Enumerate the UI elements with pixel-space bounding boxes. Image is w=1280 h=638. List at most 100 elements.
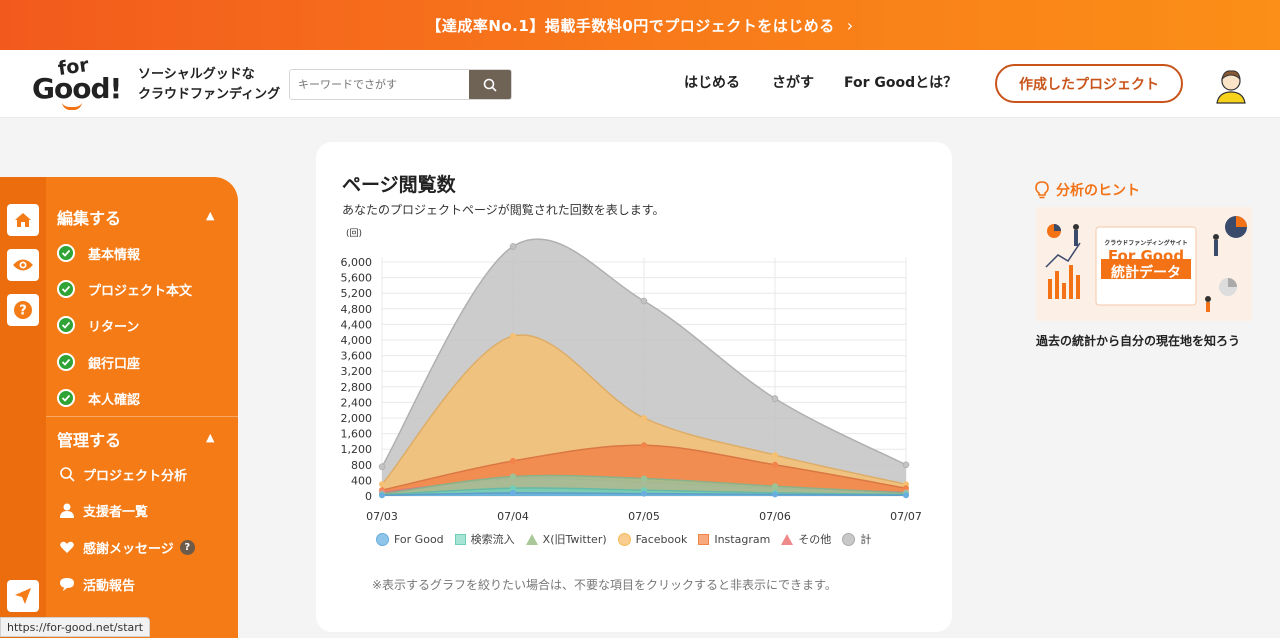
chart-note: ※表示するグラフを絞りたい場合は、不要な項目をクリックすると非表示にできます。 [372,578,837,592]
y-tick-label: 4,000 [341,334,373,347]
check-icon [57,389,75,407]
legend-item-other[interactable]: その他 [781,531,831,547]
point-4-3 [772,483,778,490]
y-tick-label: 1,200 [341,443,373,456]
chart-svg: 0 400 800 1,200 1,600 2,000 2,400 2,800 3,200 3,6… [341,228,922,523]
card-subtitle: あなたのプロジェクトページが閲覧された回数を表します。 [342,203,665,217]
sidebar-item-returns[interactable]: リターン [57,314,139,336]
edit-section-title[interactable]: 編集する [57,209,122,228]
sidebar-item-label: 活動報告 [83,578,136,594]
search-box [289,69,512,100]
send-icon[interactable] [7,580,39,612]
person-icon [58,501,76,519]
statistics-banner-image[interactable]: クラウドファンディングサイト For Good 統計データ [1036,207,1252,321]
sidebar-item-label: プロジェクト本文 [88,283,193,299]
sidebar-item-supporters[interactable]: 支援者一覧 [58,499,148,521]
manage-section-title[interactable]: 管理する [57,431,122,450]
y-tick-label: 2,400 [341,396,373,409]
site-header: for Good! ソーシャルグッドな クラウドファンディング はじめる さがす… [0,50,1280,118]
sidebar-item-activity-report[interactable]: 活動報告 [58,573,135,595]
point-6-1 [510,489,516,496]
sidebar-item-label: 銀行口座 [88,356,141,372]
sidebar-item-analysis[interactable]: プロジェクト分析 [58,463,187,485]
y-tick-label: 2,800 [341,381,373,394]
chart-legend: For Good 検索流入 X(旧Twitter) Facebook Insta… [376,531,916,547]
sidebar-item-label: 基本情報 [88,247,141,263]
caret-up-icon[interactable]: ▲ [206,209,215,222]
search-button[interactable] [469,70,511,99]
sidebar-item-project-body[interactable]: プロジェクト本文 [57,278,192,300]
y-tick-label: 400 [351,474,372,487]
legend-label: その他 [798,533,832,546]
sidebar-item-thanks-message[interactable]: 感謝メッセージ ? [58,536,195,558]
point-4-2 [641,475,647,482]
legend-label: Facebook [635,532,688,546]
search-icon [483,78,497,92]
point-0-2 [640,297,648,305]
sidebar-item-identity[interactable]: 本人確認 [57,387,140,409]
created-projects-button[interactable]: 作成したプロジェクト [995,64,1183,103]
home-icon[interactable] [7,204,39,236]
avatar-icon[interactable] [1214,66,1248,104]
magnifier-icon [58,465,76,483]
legend-item-facebook[interactable]: Facebook [617,531,688,547]
x-tick-label: 07/04 [497,510,529,523]
x-tick-label: 07/06 [759,510,791,523]
tagline-line-2: クラウドファンディング [138,87,281,102]
y-tick-label: 3,200 [341,365,373,378]
tagline-line-1: ソーシャルグッドな [138,67,255,82]
nav-search[interactable]: さがす [772,75,814,91]
legend-item-forgood[interactable]: For Good [376,531,444,547]
eye-icon[interactable] [7,249,39,281]
point-1-3 [772,452,778,459]
y-axis-unit: (回) [346,228,362,239]
hint-title-text: 分析のヒント [1056,183,1140,199]
sidebar-item-label: 支援者一覧 [83,504,149,520]
search-input[interactable] [290,70,469,99]
sidebar: ? 編集する ▲ 基本情報 プロジェクト本文 リターン 銀行口座 本人確認 管理… [0,177,238,638]
y-tick-label: 3,600 [341,350,373,363]
point-2-2 [641,442,647,449]
heart-icon [58,538,76,556]
help-badge-icon[interactable]: ? [179,539,195,555]
point-2-1 [510,457,516,464]
help-icon[interactable]: ? [7,294,39,326]
point-6-2 [641,490,647,497]
y-tick-label: 0 [365,490,372,503]
img-title-text: For Good [1107,247,1185,265]
point-0-4 [902,461,910,469]
legend-label: Instagram [714,532,771,546]
nav-about[interactable]: For Goodとは？ [844,75,958,91]
img-small-text: クラウドファンディングサイト [1104,240,1188,247]
banner-text: 【達成率No.1】掲載手数料0円でプロジェクトをはじめる [426,16,835,35]
nav-start[interactable]: はじめる [684,75,740,91]
top-banner[interactable]: 【達成率No.1】掲載手数料0円でプロジェクトをはじめる › [0,0,1280,50]
point-5-1 [510,485,516,492]
page-views-card: ページ閲覧数 あなたのプロジェクトページが閲覧された回数を表します。 0 400 8… [316,142,952,632]
legend-item-instagram[interactable]: Instagram [698,531,770,547]
img-sub-text: 統計データ [1111,265,1181,281]
check-icon [57,244,75,262]
y-tick-label: 1,600 [341,428,373,441]
card-title: ページ閲覧数 [342,174,456,196]
caret-up-icon[interactable]: ▲ [206,431,215,444]
sidebar-item-basic-info[interactable]: 基本情報 [57,242,140,264]
legend-item-x[interactable]: X(旧Twitter) [525,531,607,547]
check-icon [57,316,75,334]
point-1-1 [510,333,516,340]
check-icon [57,280,75,298]
y-tick-label: 5,600 [341,272,373,285]
logo[interactable]: for Good! [32,54,127,114]
sidebar-item-label: プロジェクト分析 [83,468,188,484]
point-1-2 [641,415,647,421]
sidebar-item-bank-account[interactable]: 銀行口座 [57,351,140,373]
chevron-right-icon: › [846,15,854,35]
point-1-0 [379,481,385,488]
browser-status-bar: https://for-good.net/start [0,617,151,637]
hint-caption[interactable]: 過去の統計から自分の現在地を知ろう [1036,334,1241,348]
point-6-4 [903,492,909,499]
legend-item-total[interactable]: 計 [842,531,871,547]
svg-text:?: ? [19,304,27,319]
sidebar-icon-strip [0,177,46,638]
legend-item-search[interactable]: 検索流入 [454,531,515,547]
